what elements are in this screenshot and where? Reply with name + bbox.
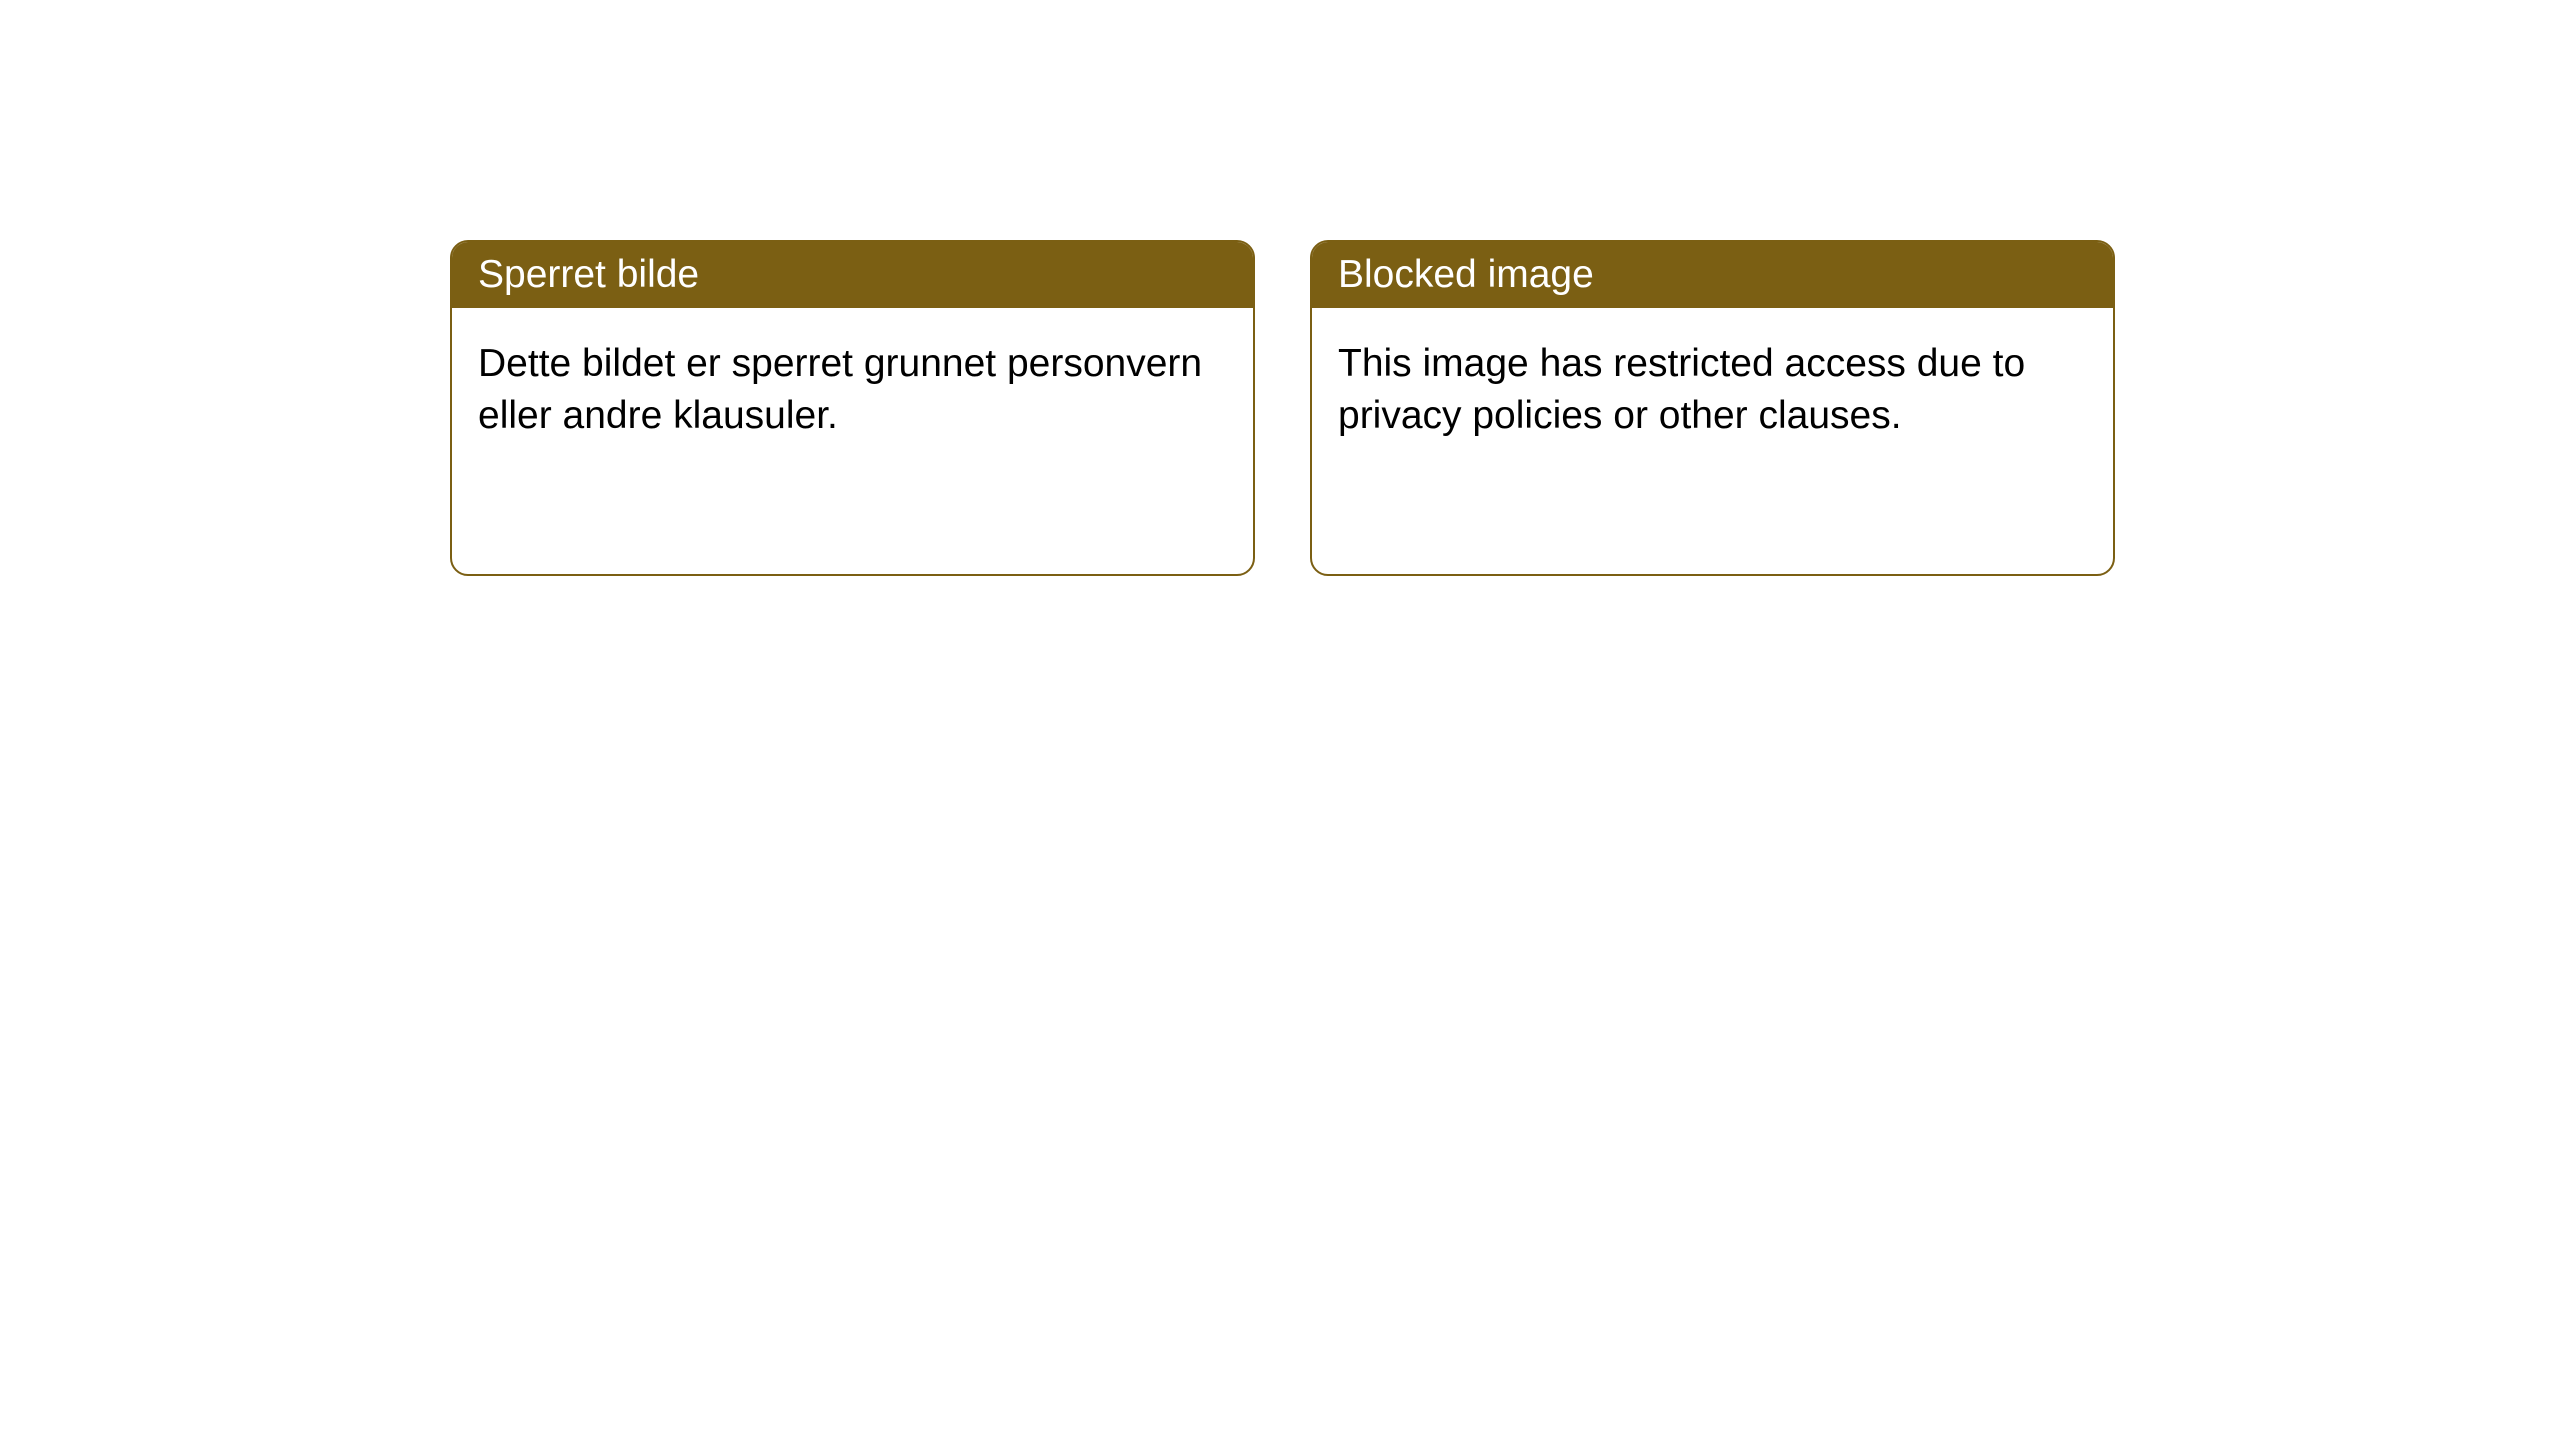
- blocked-image-card-no: Sperret bilde Dette bildet er sperret gr…: [450, 240, 1255, 576]
- notice-cards-container: Sperret bilde Dette bildet er sperret gr…: [450, 240, 2115, 576]
- card-body-no: Dette bildet er sperret grunnet personve…: [452, 308, 1253, 472]
- card-header-no: Sperret bilde: [452, 242, 1253, 308]
- blocked-image-card-en: Blocked image This image has restricted …: [1310, 240, 2115, 576]
- card-header-en: Blocked image: [1312, 242, 2113, 308]
- card-body-en: This image has restricted access due to …: [1312, 308, 2113, 472]
